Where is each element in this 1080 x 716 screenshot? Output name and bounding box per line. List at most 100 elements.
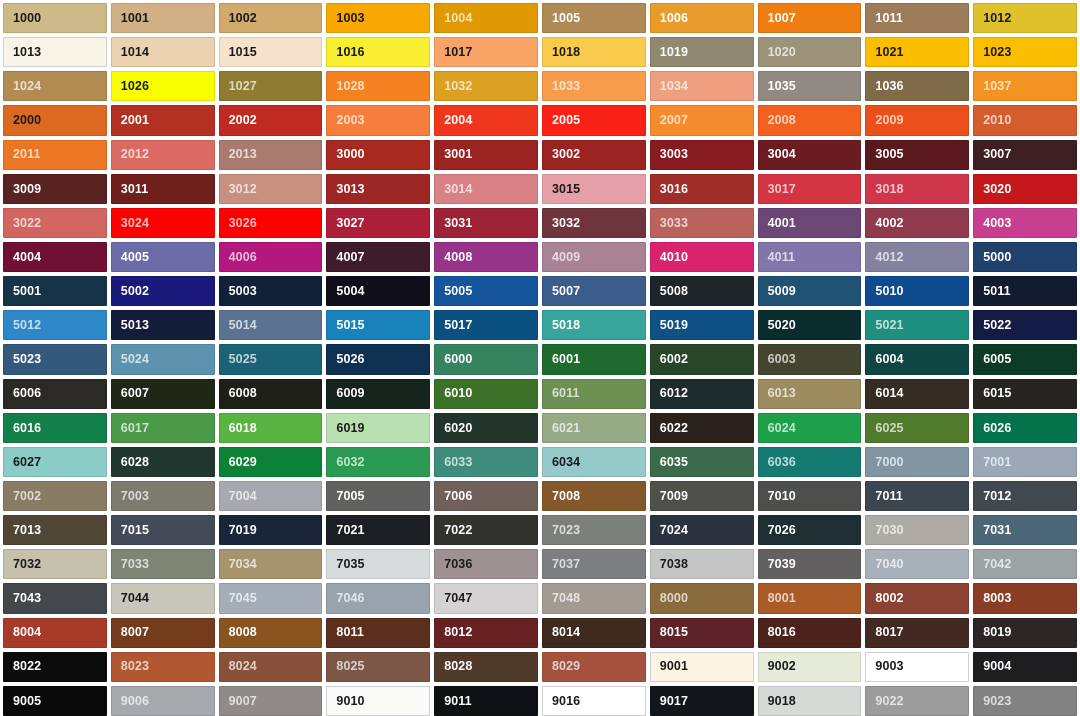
colour-swatch-8001[interactable]: 8001: [757, 583, 862, 614]
colour-swatch-8000[interactable]: 8000: [649, 583, 754, 614]
colour-swatch-5012[interactable]: 5012: [3, 310, 107, 341]
colour-swatch-6006[interactable]: 6006: [3, 378, 107, 409]
colour-swatch-5025[interactable]: 5025: [218, 344, 323, 375]
colour-swatch-7037[interactable]: 7037: [542, 549, 646, 580]
colour-swatch-9007[interactable]: 9007: [218, 685, 323, 716]
colour-swatch-5010[interactable]: 5010: [865, 276, 970, 307]
colour-swatch-4002[interactable]: 4002: [865, 207, 970, 238]
colour-swatch-5001[interactable]: 5001: [3, 276, 107, 307]
colour-swatch-2005[interactable]: 2005: [542, 105, 646, 136]
colour-swatch-9005[interactable]: 9005: [3, 685, 107, 716]
colour-swatch-7011[interactable]: 7011: [865, 480, 970, 512]
colour-swatch-3005[interactable]: 3005: [865, 139, 970, 170]
colour-swatch-5015[interactable]: 5015: [326, 310, 431, 341]
colour-swatch-1019[interactable]: 1019: [649, 37, 754, 68]
colour-swatch-6004[interactable]: 6004: [865, 344, 970, 375]
colour-swatch-1000[interactable]: 1000: [3, 3, 107, 34]
colour-swatch-7001[interactable]: 7001: [973, 446, 1077, 477]
colour-swatch-1004[interactable]: 1004: [434, 3, 538, 34]
colour-swatch-6017[interactable]: 6017: [110, 412, 215, 443]
colour-swatch-6007[interactable]: 6007: [110, 378, 215, 409]
colour-swatch-7047[interactable]: 7047: [434, 583, 538, 614]
colour-swatch-5013[interactable]: 5013: [110, 310, 215, 341]
colour-swatch-5002[interactable]: 5002: [110, 276, 215, 307]
colour-swatch-3033[interactable]: 3033: [649, 207, 754, 238]
colour-swatch-3026[interactable]: 3026: [218, 207, 323, 238]
colour-swatch-1017[interactable]: 1017: [434, 37, 538, 68]
colour-swatch-1014[interactable]: 1014: [110, 37, 215, 68]
colour-swatch-4007[interactable]: 4007: [326, 241, 431, 273]
colour-swatch-3014[interactable]: 3014: [434, 173, 538, 204]
colour-swatch-7022[interactable]: 7022: [434, 515, 538, 546]
colour-swatch-1032[interactable]: 1032: [434, 71, 538, 102]
colour-swatch-7036[interactable]: 7036: [434, 549, 538, 580]
colour-swatch-5009[interactable]: 5009: [757, 276, 862, 307]
colour-swatch-4012[interactable]: 4012: [865, 241, 970, 273]
colour-swatch-5021[interactable]: 5021: [865, 310, 970, 341]
colour-swatch-6003[interactable]: 6003: [757, 344, 862, 375]
colour-swatch-7045[interactable]: 7045: [218, 583, 323, 614]
colour-swatch-7013[interactable]: 7013: [3, 515, 107, 546]
colour-swatch-4003[interactable]: 4003: [973, 207, 1077, 238]
colour-swatch-3016[interactable]: 3016: [649, 173, 754, 204]
colour-swatch-3009[interactable]: 3009: [3, 173, 107, 204]
colour-swatch-5008[interactable]: 5008: [649, 276, 754, 307]
colour-swatch-2013[interactable]: 2013: [218, 139, 323, 170]
colour-swatch-6019[interactable]: 6019: [326, 412, 431, 443]
colour-swatch-2012[interactable]: 2012: [110, 139, 215, 170]
colour-swatch-6013[interactable]: 6013: [757, 378, 862, 409]
colour-swatch-6033[interactable]: 6033: [434, 446, 538, 477]
colour-swatch-5024[interactable]: 5024: [110, 344, 215, 375]
colour-swatch-4011[interactable]: 4011: [757, 241, 862, 273]
colour-swatch-7019[interactable]: 7019: [218, 515, 323, 546]
colour-swatch-3017[interactable]: 3017: [757, 173, 862, 204]
colour-swatch-8029[interactable]: 8029: [542, 651, 646, 682]
colour-swatch-6010[interactable]: 6010: [434, 378, 538, 409]
colour-swatch-4001[interactable]: 4001: [757, 207, 862, 238]
colour-swatch-5019[interactable]: 5019: [649, 310, 754, 341]
colour-swatch-1027[interactable]: 1027: [218, 71, 323, 102]
colour-swatch-3000[interactable]: 3000: [326, 139, 431, 170]
colour-swatch-1011[interactable]: 1011: [865, 3, 970, 34]
colour-swatch-8002[interactable]: 8002: [865, 583, 970, 614]
colour-swatch-9023[interactable]: 9023: [973, 685, 1077, 716]
colour-swatch-6027[interactable]: 6027: [3, 446, 107, 477]
colour-swatch-3001[interactable]: 3001: [434, 139, 538, 170]
colour-swatch-2004[interactable]: 2004: [434, 105, 538, 136]
colour-swatch-6032[interactable]: 6032: [326, 446, 431, 477]
colour-swatch-2010[interactable]: 2010: [973, 105, 1077, 136]
colour-swatch-6008[interactable]: 6008: [218, 378, 323, 409]
colour-swatch-6001[interactable]: 6001: [542, 344, 646, 375]
colour-swatch-6014[interactable]: 6014: [865, 378, 970, 409]
colour-swatch-7048[interactable]: 7048: [542, 583, 646, 614]
colour-swatch-6002[interactable]: 6002: [649, 344, 754, 375]
colour-swatch-9011[interactable]: 9011: [434, 685, 538, 716]
colour-swatch-6015[interactable]: 6015: [973, 378, 1077, 409]
colour-swatch-9018[interactable]: 9018: [757, 685, 862, 716]
colour-swatch-6035[interactable]: 6035: [649, 446, 754, 477]
colour-swatch-2001[interactable]: 2001: [110, 105, 215, 136]
colour-swatch-1001[interactable]: 1001: [110, 3, 215, 34]
colour-swatch-3032[interactable]: 3032: [542, 207, 646, 238]
colour-swatch-1005[interactable]: 1005: [542, 3, 646, 34]
colour-swatch-7044[interactable]: 7044: [110, 583, 215, 614]
colour-swatch-1018[interactable]: 1018: [542, 37, 646, 68]
colour-swatch-9002[interactable]: 9002: [757, 651, 862, 682]
colour-swatch-3003[interactable]: 3003: [649, 139, 754, 170]
colour-swatch-6034[interactable]: 6034: [542, 446, 646, 477]
colour-swatch-2002[interactable]: 2002: [218, 105, 323, 136]
colour-swatch-6020[interactable]: 6020: [434, 412, 538, 443]
colour-swatch-6012[interactable]: 6012: [649, 378, 754, 409]
colour-swatch-8022[interactable]: 8022: [3, 651, 107, 682]
colour-swatch-6016[interactable]: 6016: [3, 412, 107, 443]
colour-swatch-6028[interactable]: 6028: [110, 446, 215, 477]
colour-swatch-5007[interactable]: 5007: [542, 276, 646, 307]
colour-swatch-7005[interactable]: 7005: [326, 480, 431, 512]
colour-swatch-3007[interactable]: 3007: [973, 139, 1077, 170]
colour-swatch-3004[interactable]: 3004: [757, 139, 862, 170]
colour-swatch-1015[interactable]: 1015: [218, 37, 323, 68]
colour-swatch-5026[interactable]: 5026: [326, 344, 431, 375]
colour-swatch-5018[interactable]: 5018: [542, 310, 646, 341]
colour-swatch-4004[interactable]: 4004: [3, 241, 107, 273]
colour-swatch-9001[interactable]: 9001: [649, 651, 754, 682]
